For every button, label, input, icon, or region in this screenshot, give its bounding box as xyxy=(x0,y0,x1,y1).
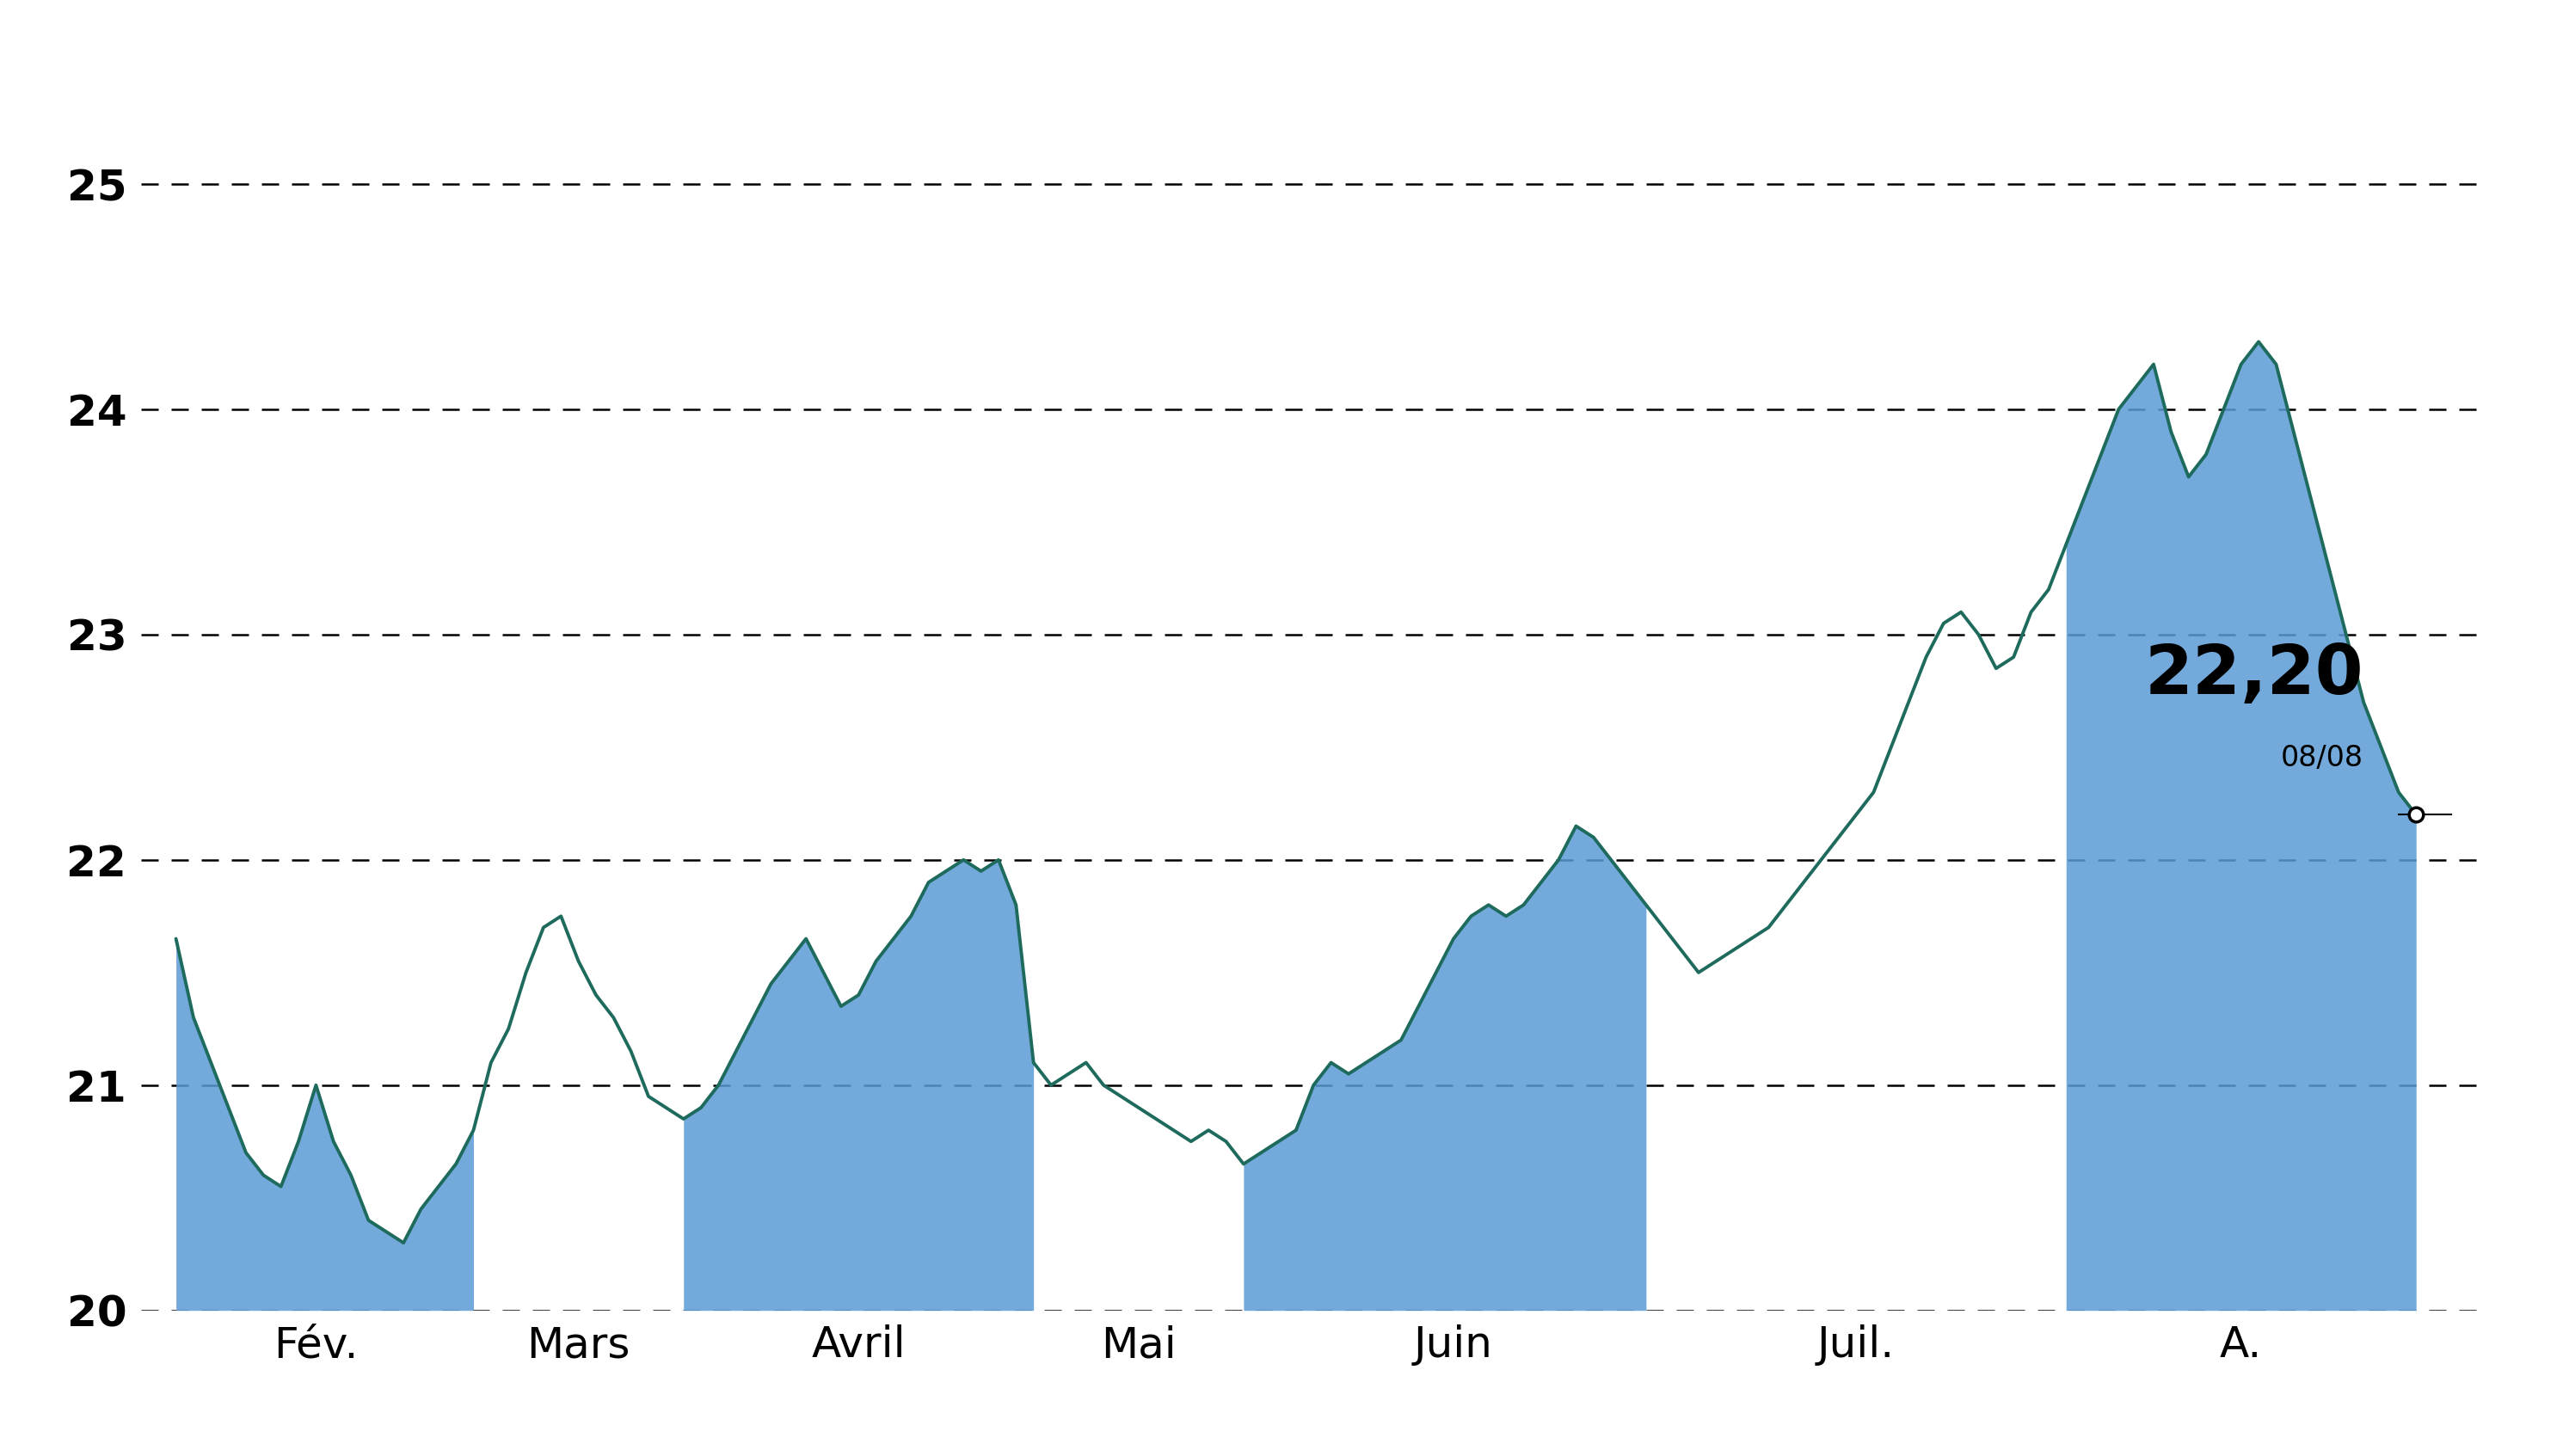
Text: 08/08: 08/08 xyxy=(2281,744,2363,773)
Text: TIKEHAU CAPITAL: TIKEHAU CAPITAL xyxy=(856,23,1707,108)
Text: 22,20: 22,20 xyxy=(2145,642,2363,709)
